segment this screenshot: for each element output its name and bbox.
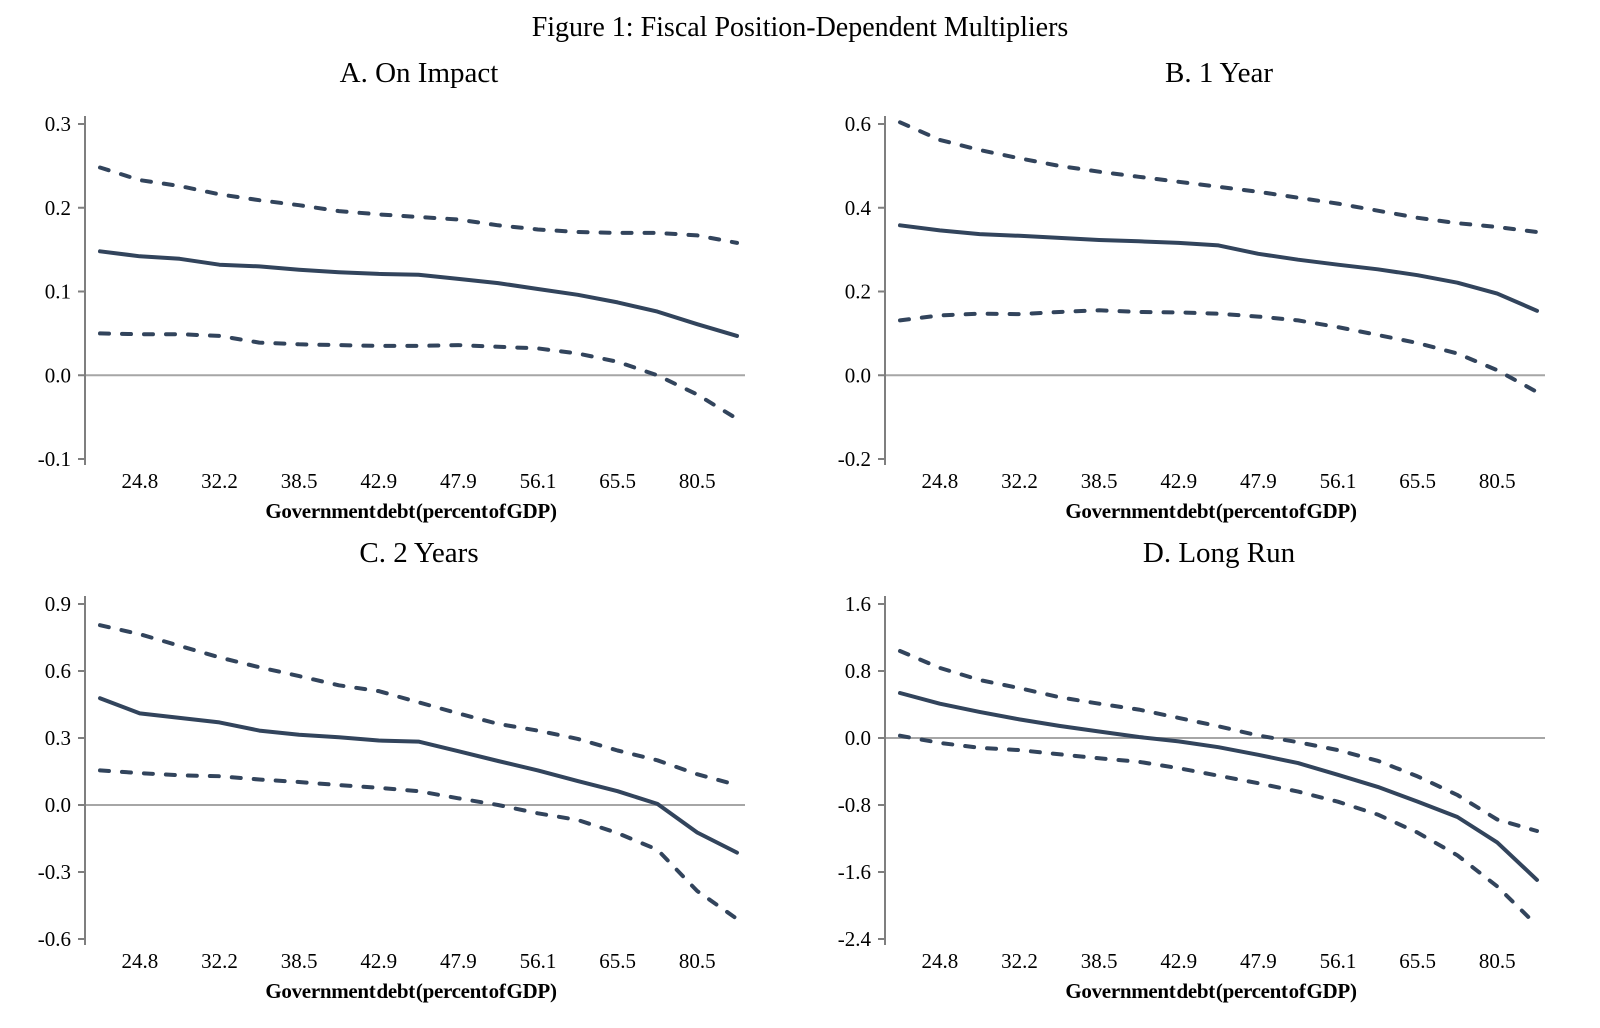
y-tick-label: 0.6 <box>845 112 871 136</box>
y-tick-label: 0.1 <box>45 280 71 304</box>
y-tick-label: 0.0 <box>845 726 871 750</box>
series-upper-confidence-band <box>98 165 739 245</box>
panel-on-impact: A. On Impact 0.3 0.2 0.1 0.0 -0.1 24.8 32.2 38.… <box>0 52 800 532</box>
panel-on-impact-title: A. On Impact <box>339 57 499 89</box>
panel-2-years: C. 2 Years 0.9 0.6 0.3 0.0 -0.3 -0.6 24.8 32.2 3… <box>0 532 800 1012</box>
x-tick-label: 42.9 <box>360 949 397 973</box>
series-point-estimate <box>898 223 1539 313</box>
series-upper-confidence-band <box>98 623 739 788</box>
x-tick-label: 38.5 <box>281 949 318 973</box>
series-lower-confidence-band <box>898 733 1539 928</box>
y-tick-label: -0.8 <box>838 793 871 817</box>
y-tick-label: -0.2 <box>838 447 871 471</box>
x-tick-label: 47.9 <box>1240 949 1277 973</box>
panel-1-year-chart: 0.6 0.4 0.2 0.0 -0.2 24.8 32.2 38.5 42.9 47.9 56.1… <box>838 112 1545 493</box>
panel-on-impact-chart: 0.3 0.2 0.1 0.0 -0.1 24.8 32.2 38.5 42.9 47.9 56.1… <box>38 112 745 493</box>
x-tick-label: 56.1 <box>1320 949 1357 973</box>
panel-2-years-xaxis-label: Government debt (percent of GDP) <box>265 979 557 1003</box>
panel-long-run: D. Long Run 1.6 0.8 0.0 -0.8 -1.6 -2.4 24.8 32.… <box>800 532 1600 1012</box>
x-tick-label: 80.5 <box>679 949 716 973</box>
x-tick-label: 80.5 <box>1479 469 1516 493</box>
x-tick-label: 42.9 <box>1160 949 1197 973</box>
x-tick-label: 42.9 <box>360 469 397 493</box>
x-tick-label: 65.5 <box>1399 469 1436 493</box>
series-upper-confidence-band <box>898 649 1539 833</box>
y-tick-label: 0.2 <box>45 196 71 220</box>
x-tick-label: 32.2 <box>201 949 238 973</box>
x-tick-label: 24.8 <box>121 949 158 973</box>
panel-long-run-chart: 1.6 0.8 0.0 -0.8 -1.6 -2.4 24.8 32.2 38.5 42.9 47.… <box>838 592 1545 973</box>
y-tick-label: 0.0 <box>45 793 71 817</box>
x-tick-label: 65.5 <box>599 469 636 493</box>
y-tick-label: 0.0 <box>45 363 71 387</box>
x-tick-label: 32.2 <box>201 469 238 493</box>
y-tick-label: 0.3 <box>45 112 71 136</box>
x-tick-label: 56.1 <box>520 949 557 973</box>
panel-2-years-chart: 0.9 0.6 0.3 0.0 -0.3 -0.6 24.8 32.2 38.5 42.9 47.9… <box>38 592 745 973</box>
y-tick-label: 1.6 <box>845 592 871 616</box>
x-tick-label: 38.5 <box>1081 949 1118 973</box>
x-tick-label: 80.5 <box>679 469 716 493</box>
x-tick-label: 56.1 <box>520 469 557 493</box>
x-tick-label: 65.5 <box>599 949 636 973</box>
y-tick-label: 0.2 <box>845 280 871 304</box>
x-tick-label: 24.8 <box>921 949 958 973</box>
x-tick-label: 80.5 <box>1479 949 1516 973</box>
x-tick-label: 65.5 <box>1399 949 1436 973</box>
x-tick-label: 56.1 <box>1320 469 1357 493</box>
x-tick-label: 47.9 <box>440 469 477 493</box>
series-point-estimate <box>898 691 1539 882</box>
y-tick-label: 0.0 <box>845 363 871 387</box>
panel-1-year-title: B. 1 Year <box>1165 57 1273 89</box>
series-lower-confidence-band <box>98 331 739 421</box>
panel-long-run-xaxis-label: Government debt (percent of GDP) <box>1065 979 1357 1003</box>
x-tick-label: 24.8 <box>921 469 958 493</box>
x-tick-label: 32.2 <box>1001 949 1038 973</box>
x-tick-label: 32.2 <box>1001 469 1038 493</box>
y-tick-label: -2.4 <box>838 927 872 951</box>
y-tick-label: -0.1 <box>38 447 71 471</box>
x-tick-label: 42.9 <box>1160 469 1197 493</box>
x-tick-label: 47.9 <box>1240 469 1277 493</box>
series-lower-confidence-band <box>898 308 1539 394</box>
panel-1-year: B. 1 Year 0.6 0.4 0.2 0.0 -0.2 24.8 32.2 38.5 42… <box>800 52 1600 532</box>
y-tick-label: 0.6 <box>45 659 71 683</box>
panel-on-impact-xaxis-label: Government debt (percent of GDP) <box>265 499 557 523</box>
x-tick-label: 24.8 <box>121 469 158 493</box>
y-tick-label: -1.6 <box>838 860 871 884</box>
series-point-estimate <box>98 249 739 338</box>
panel-long-run-title: D. Long Run <box>1142 537 1296 569</box>
series-lower-confidence-band <box>98 768 739 921</box>
panel-1-year-xaxis-label: Government debt (percent of GDP) <box>1065 499 1357 523</box>
panel-2-years-title: C. 2 Years <box>359 537 479 569</box>
series-point-estimate <box>98 696 739 855</box>
y-tick-label: 0.3 <box>45 726 71 750</box>
figure-title: Figure 1: Fiscal Position-Dependent Mult… <box>531 12 1069 43</box>
y-tick-label: 0.9 <box>45 592 71 616</box>
y-tick-label: -0.3 <box>38 860 71 884</box>
y-tick-label: 0.8 <box>845 659 871 683</box>
x-tick-label: 38.5 <box>1081 469 1118 493</box>
x-tick-label: 47.9 <box>440 949 477 973</box>
series-upper-confidence-band <box>898 120 1539 234</box>
x-tick-label: 38.5 <box>281 469 318 493</box>
y-tick-label: -0.6 <box>38 927 71 951</box>
y-tick-label: 0.4 <box>845 196 872 220</box>
